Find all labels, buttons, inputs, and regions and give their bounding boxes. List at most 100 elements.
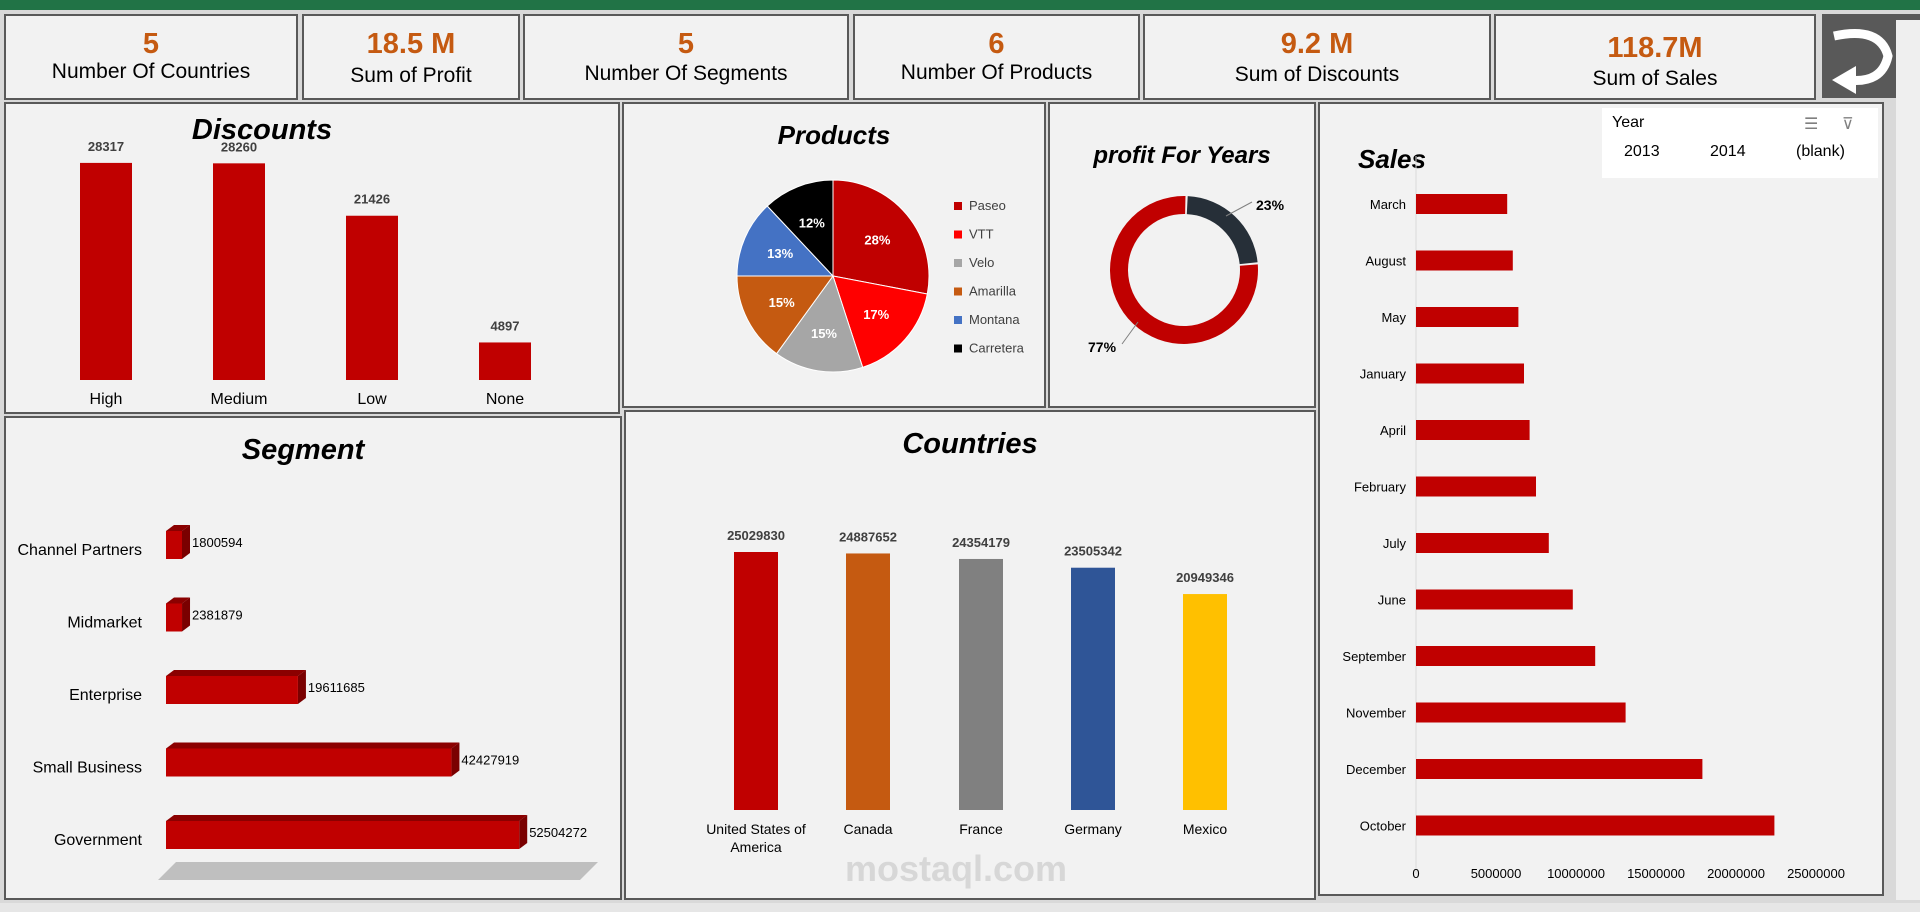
category-label: High <box>90 391 123 408</box>
data-label: 21426 <box>354 192 390 207</box>
slicer-title: Year <box>1612 114 1645 131</box>
kpi-products-card: 6 Number Of Products <box>853 14 1140 100</box>
legend-label: Velo <box>969 255 994 270</box>
excel-ribbon-strip <box>0 0 1920 10</box>
tick-label: 15000000 <box>1627 866 1685 881</box>
data-label: 20949346 <box>1176 570 1234 585</box>
category-label: United States of <box>706 821 806 837</box>
tick-label: 10000000 <box>1547 866 1605 881</box>
legend-label: Carretera <box>969 341 1025 356</box>
category-label: Mexico <box>1183 821 1228 837</box>
kpi-label: Sum of Discounts <box>1234 63 1400 86</box>
bar-medium <box>213 163 265 380</box>
data-label: 42427919 <box>461 753 519 768</box>
slice-percent-label: 28% <box>864 232 890 247</box>
tick-label: 0 <box>1412 866 1419 881</box>
pie-slice-paseo <box>832 179 930 295</box>
legend-label: Amarilla <box>969 284 1017 299</box>
pie-slice-carretera <box>766 179 834 278</box>
bar-october <box>1416 815 1775 836</box>
bar-december <box>1416 759 1703 779</box>
vertical-scrollbar[interactable] <box>1896 20 1920 900</box>
data-label: 19611685 <box>308 680 365 695</box>
bar-small-business <box>166 748 452 777</box>
legend-swatch <box>954 316 962 324</box>
bar-top-face <box>166 815 528 821</box>
kpi-label: Number Of Products <box>900 61 1093 84</box>
legend-label: VTT <box>969 227 994 242</box>
category-label: November <box>1346 706 1407 721</box>
kpi-label: Number Of Segments <box>584 62 788 85</box>
return-arrow-icon <box>1832 29 1893 94</box>
bar-march <box>1416 194 1508 214</box>
bar-enterprise <box>166 676 298 704</box>
pie-slice-amarilla <box>736 275 834 355</box>
bar-february <box>1416 476 1536 497</box>
category-label: July <box>1383 536 1407 551</box>
sheet-tabs-bar[interactable] <box>0 903 1920 912</box>
bar-midmarket <box>166 603 183 632</box>
slice-percent-label: 12% <box>799 215 825 230</box>
category-label: January <box>1360 367 1407 382</box>
legend-label: Montana <box>969 312 1020 327</box>
discounts-chart: 28317 High 28260 Medium 21426 Low 4897 None <box>80 139 531 408</box>
kpi-label: Sum of Profit <box>350 64 472 87</box>
slicer-item-2013[interactable]: 2013 <box>1624 143 1660 160</box>
slice-percent-label: 13% <box>767 246 793 261</box>
kpi-value: 5 <box>677 28 695 60</box>
legend-swatch <box>954 259 962 267</box>
category-label: Small Business <box>33 760 142 777</box>
pie-slice-vtt <box>832 275 928 368</box>
bar-side-face <box>182 525 190 559</box>
sales-chart-panel: Sales March August May January April February… <box>1318 102 1884 896</box>
legend-swatch <box>954 202 962 210</box>
watermark: mostaql.com <box>845 848 1068 889</box>
bar-august <box>1416 250 1513 271</box>
data-label: 52504272 <box>529 825 587 840</box>
kpi-label: Number Of Countries <box>51 60 251 83</box>
kpi-value: 6 <box>988 28 1005 60</box>
bar-july <box>1416 533 1549 553</box>
bar-country <box>1071 567 1115 810</box>
data-label: 23505342 <box>1064 544 1122 559</box>
pie-slice-montana <box>736 205 835 277</box>
category-label: Medium <box>211 391 268 408</box>
legend-swatch <box>954 230 962 239</box>
year-slicer[interactable]: Year ☰ ⊽ 2013 2014 (blank) <box>1602 108 1878 178</box>
kpi-value: 118.7M <box>1607 32 1703 64</box>
slicer-item-blank[interactable]: (blank) <box>1796 143 1845 160</box>
legend-swatch <box>954 344 962 353</box>
bar-top-face <box>166 597 191 604</box>
profit-years-chart: 23% 77% <box>1088 196 1285 355</box>
bar-country <box>959 558 1003 810</box>
category-label: Midmarket <box>67 615 142 632</box>
category-label: Canada <box>843 821 892 837</box>
kpi-profit-card: 18.5 M Sum of Profit <box>302 14 520 100</box>
multi-select-icon[interactable]: ☰ <box>1804 116 1819 133</box>
chart-title: Discounts <box>191 114 333 146</box>
kpi-value: 18.5 M <box>366 28 456 60</box>
chart-title: Segment <box>241 434 365 466</box>
category-label: Channel Partners <box>17 542 142 559</box>
kpi-sales-card: 118.7M Sum of Sales <box>1494 14 1816 100</box>
category-label: October <box>1360 819 1407 834</box>
slice-percent-label: 15% <box>769 295 795 310</box>
category-label: Germany <box>1064 821 1122 837</box>
data-label: 2381879 <box>192 608 243 623</box>
kpi-value: 5 <box>142 28 160 60</box>
bar-april <box>1416 420 1530 440</box>
data-label: 25029830 <box>727 528 785 543</box>
bar-november <box>1416 702 1626 723</box>
bar-january <box>1416 363 1524 384</box>
chart-floor <box>158 862 598 880</box>
category-label: Government <box>54 832 143 849</box>
category-label: None <box>486 391 524 408</box>
countries-chart-panel: Countries 25029830 United States of Americ… <box>624 410 1316 900</box>
category-label: March <box>1370 197 1406 212</box>
slicer-item-2014[interactable]: 2014 <box>1710 143 1746 160</box>
data-label: 24887652 <box>839 529 897 544</box>
bar-june <box>1416 589 1573 610</box>
category-label: April <box>1380 423 1406 438</box>
legend-swatch <box>954 287 962 296</box>
clear-filter-icon[interactable]: ⊽ <box>1842 116 1854 133</box>
